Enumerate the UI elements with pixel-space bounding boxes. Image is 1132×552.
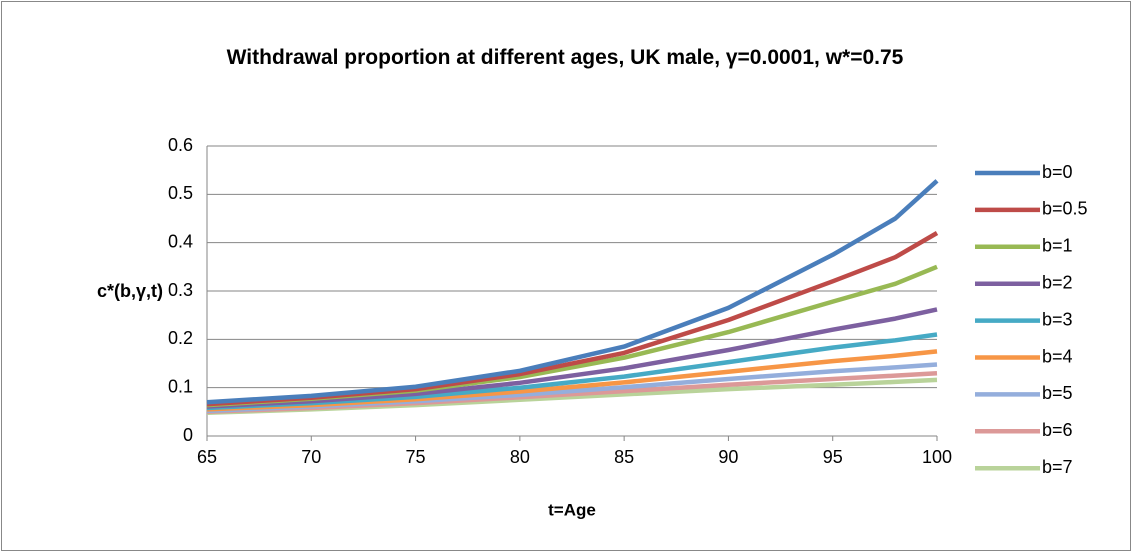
data-line — [206, 332, 938, 411]
x-tick-label: 80 — [510, 447, 530, 467]
y-tick-label: 0.3 — [168, 280, 193, 300]
legend-label: b=3 — [1042, 309, 1073, 329]
legend-label: b=6 — [1042, 420, 1073, 440]
data-line — [206, 179, 939, 405]
legend-label: b=5 — [1042, 383, 1073, 403]
y-tick-label: 0.1 — [168, 376, 193, 396]
chart-title: Withdrawal proportion at different ages,… — [226, 46, 904, 69]
x-axis-label: t=Age — [548, 500, 596, 519]
legend-label: b=0 — [1042, 162, 1073, 182]
x-tick-label: 75 — [406, 447, 426, 467]
x-tick-label: 70 — [301, 447, 321, 467]
x-tick-label: 100 — [922, 447, 952, 467]
x-tick-label: 85 — [614, 447, 634, 467]
y-tick-label: 0.6 — [168, 135, 193, 155]
x-tick-label: 95 — [823, 447, 843, 467]
legend-label: b=0.5 — [1042, 199, 1088, 219]
legend-label: b=1 — [1042, 236, 1073, 256]
legend-label: b=7 — [1042, 457, 1073, 477]
x-tick-label: 65 — [197, 447, 217, 467]
y-axis-label: c*(b,γ,t) — [97, 281, 163, 301]
x-tick-label: 90 — [718, 447, 738, 467]
legend-label: b=4 — [1042, 346, 1073, 366]
y-tick-label: 0.2 — [168, 328, 193, 348]
y-tick-label: 0.4 — [168, 231, 193, 251]
legend-label: b=2 — [1042, 272, 1073, 292]
data-line — [206, 307, 938, 409]
y-tick-label: 0.5 — [168, 183, 193, 203]
y-tick-label: 0 — [183, 425, 193, 445]
